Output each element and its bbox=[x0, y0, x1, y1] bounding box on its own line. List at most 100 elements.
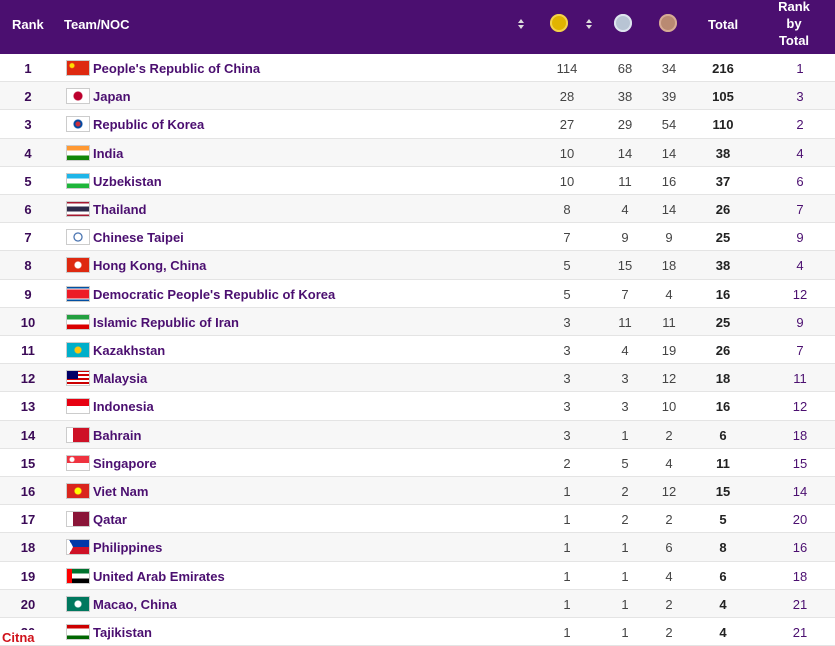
total-count: 6 bbox=[719, 427, 727, 443]
rank-by-total: 4 bbox=[796, 258, 804, 274]
bronze-count: 18 bbox=[661, 258, 677, 274]
flag-icon bbox=[66, 88, 90, 105]
team-name[interactable]: Qatar bbox=[93, 512, 127, 528]
team-name[interactable]: Singapore bbox=[93, 455, 157, 471]
bronze-count: 10 bbox=[661, 399, 677, 415]
bronze-count: 14 bbox=[661, 145, 677, 161]
flag-icon bbox=[66, 144, 90, 161]
rank-by-total: 4 bbox=[796, 145, 804, 161]
flag-icon bbox=[66, 567, 90, 584]
silver-count: 11 bbox=[618, 173, 632, 189]
gold-count: 114 bbox=[556, 61, 578, 76]
table-row: 20Tajikistan112421 bbox=[0, 618, 835, 646]
rank-by-total: 21 bbox=[792, 596, 808, 612]
gold-count: 3 bbox=[563, 371, 571, 387]
bronze-count: 14 bbox=[661, 202, 677, 217]
team-name[interactable]: Japan bbox=[93, 89, 131, 105]
team-name[interactable]: Uzbekistan bbox=[93, 173, 162, 189]
silver-count: 9 bbox=[621, 230, 629, 246]
team-name[interactable]: India bbox=[93, 145, 124, 161]
team-name[interactable]: Chinese Taipei bbox=[93, 230, 184, 246]
team-header[interactable]: Team/NOC bbox=[64, 17, 130, 32]
table-row: 4 India 10 14 14 38 4 bbox=[0, 138, 835, 167]
bronze-count: 16 bbox=[661, 173, 677, 189]
table-row: 3 Republic of Korea 27 29 54 110 2 bbox=[0, 110, 835, 139]
team-name[interactable]: Democratic People's Republic of Korea bbox=[93, 286, 336, 302]
team-name[interactable]: Islamic Republic of Iran bbox=[93, 314, 239, 330]
table-row: 14 Bahrain 3 1 2 6 18 bbox=[0, 420, 835, 449]
rank-by-total-header[interactable]: Rank by Total bbox=[778, 0, 810, 48]
gold-count: 10 bbox=[559, 145, 575, 161]
rank: 2 bbox=[24, 89, 32, 105]
silver-count: 29 bbox=[617, 117, 633, 133]
flag-icon bbox=[66, 313, 90, 330]
team-name[interactable]: Bahrain bbox=[93, 427, 142, 443]
rank-header[interactable]: Rank bbox=[12, 17, 44, 32]
rank-by-total: 11 bbox=[793, 371, 807, 387]
rank: 4 bbox=[24, 145, 32, 161]
total-count: 15 bbox=[715, 484, 731, 499]
team-name[interactable]: Republic of Korea bbox=[93, 117, 205, 133]
table-row: 16 Viet Nam 1 2 12 15 14 bbox=[0, 477, 835, 506]
rank: 3 bbox=[24, 117, 32, 133]
bronze-count: 12 bbox=[661, 484, 677, 499]
total-header[interactable]: Total bbox=[708, 17, 739, 32]
flag-icon bbox=[66, 285, 90, 302]
team-name[interactable]: Philippines bbox=[93, 540, 163, 556]
team-name[interactable]: Thailand bbox=[93, 202, 147, 217]
team-name[interactable]: Kazakhstan bbox=[93, 343, 166, 358]
rank: 20 bbox=[20, 596, 36, 612]
total-count: 8 bbox=[719, 540, 727, 556]
total-count: 105 bbox=[712, 89, 734, 105]
silver-count: 4 bbox=[621, 343, 629, 358]
team-name[interactable]: Hong Kong, China bbox=[93, 258, 207, 274]
bronze-count: 9 bbox=[665, 230, 673, 246]
sort-icon[interactable] bbox=[518, 19, 524, 29]
flag-icon bbox=[66, 426, 90, 443]
gold-count: 1 bbox=[563, 596, 571, 612]
team-name[interactable]: People's Republic of China bbox=[93, 61, 261, 76]
gold-count: 27 bbox=[559, 117, 575, 133]
flag-icon bbox=[66, 511, 90, 528]
total-count: 6 bbox=[719, 568, 727, 584]
team-name[interactable]: Viet Nam bbox=[93, 484, 149, 499]
flag-icon bbox=[66, 454, 90, 471]
flag-icon bbox=[66, 370, 90, 387]
table-row: 12 Malaysia 3 3 12 18 11 bbox=[0, 364, 835, 393]
rank-by-total: 18 bbox=[792, 427, 808, 443]
bronze-count: 2 bbox=[665, 596, 673, 612]
gold-medal-icon[interactable] bbox=[550, 14, 568, 32]
silver-count: 14 bbox=[617, 145, 633, 161]
silver-count: 1 bbox=[621, 540, 629, 556]
rank: 14 bbox=[20, 427, 36, 443]
silver-count: 3 bbox=[621, 399, 629, 415]
flag-icon bbox=[66, 398, 90, 415]
team-name[interactable]: Malaysia bbox=[93, 371, 148, 387]
team-name[interactable]: Tajikistan bbox=[93, 625, 153, 640]
gold-count: 1 bbox=[563, 568, 571, 584]
total-count: 38 bbox=[715, 145, 731, 161]
bronze-count: 2 bbox=[665, 512, 673, 528]
bronze-medal-icon[interactable] bbox=[659, 14, 677, 32]
rank-by-total: 3 bbox=[796, 89, 804, 105]
silver-count: 2 bbox=[621, 512, 629, 528]
gold-count: 8 bbox=[563, 202, 571, 217]
flag-icon bbox=[66, 257, 90, 274]
flag-icon bbox=[66, 60, 90, 76]
silver-medal-icon[interactable] bbox=[614, 14, 632, 32]
rank-by-total: 7 bbox=[796, 202, 804, 217]
rank: 19 bbox=[20, 568, 36, 584]
rank: 9 bbox=[24, 286, 32, 302]
bronze-count: 2 bbox=[665, 427, 673, 443]
team-name[interactable]: United Arab Emirates bbox=[93, 568, 225, 584]
team-name[interactable]: Macao, China bbox=[93, 596, 177, 612]
team-name[interactable]: Indonesia bbox=[93, 399, 154, 415]
watermark: Citna bbox=[0, 630, 37, 645]
rank: 12 bbox=[20, 371, 36, 387]
flag-icon bbox=[66, 229, 90, 246]
table-row: 6 Thailand 8 4 14 26 7 bbox=[0, 195, 835, 224]
silver-count: 3 bbox=[621, 371, 629, 387]
silver-count: 1 bbox=[621, 596, 629, 612]
sort-icon[interactable] bbox=[586, 19, 592, 29]
